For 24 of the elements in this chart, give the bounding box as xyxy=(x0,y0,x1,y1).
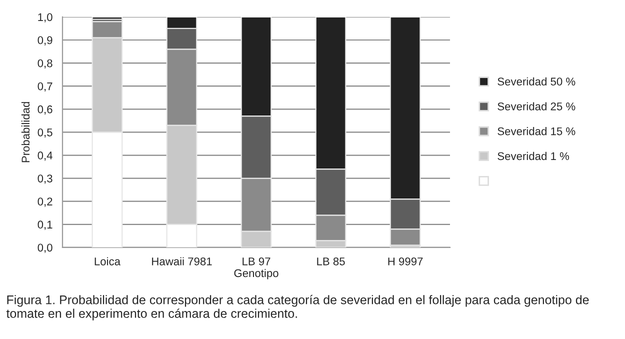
x-tick-label: LB 97 xyxy=(242,257,270,266)
legend-label: Severidad 25 % xyxy=(498,102,576,110)
y-axis-title: Probabilidad xyxy=(21,102,30,162)
text: Figura 1. Probabilidad de corresponder a cada categoría de severidad en el follaje para cada genotipo de tomate en el experimento en cámara de crecimiento. xyxy=(6,294,589,320)
y-tick-label: 1,0 xyxy=(38,13,52,22)
legend-label: Severidad 15 % xyxy=(498,127,576,136)
x-axis-title: Genotipo xyxy=(234,268,278,280)
y-tick-label: 0,2 xyxy=(38,198,52,207)
y-tick-label: 0,6 xyxy=(38,105,52,115)
y-tick-label: 0,1 xyxy=(38,220,52,230)
bar xyxy=(92,16,123,20)
x-tick-label: LB 85 xyxy=(317,257,345,266)
legend-label: Severidad 1 % xyxy=(498,152,570,160)
x-tick-label: H 9997 xyxy=(388,257,423,266)
y-tick-label: 0,7 xyxy=(38,82,52,92)
y-tick-label: 0,4 xyxy=(38,152,52,161)
y-tick-label: 0,8 xyxy=(38,59,52,68)
y-tick-label: 0,3 xyxy=(38,174,52,184)
y-tick-label: 0,5 xyxy=(38,128,52,138)
y-tick-label: 0,9 xyxy=(38,36,52,46)
x-tick-label: Hawaii 7981 xyxy=(152,257,212,266)
x-tick-label: Loica xyxy=(94,257,120,266)
y-tick-label: 0,0 xyxy=(38,244,52,253)
legend-label: Severidad 50 % xyxy=(498,77,576,86)
